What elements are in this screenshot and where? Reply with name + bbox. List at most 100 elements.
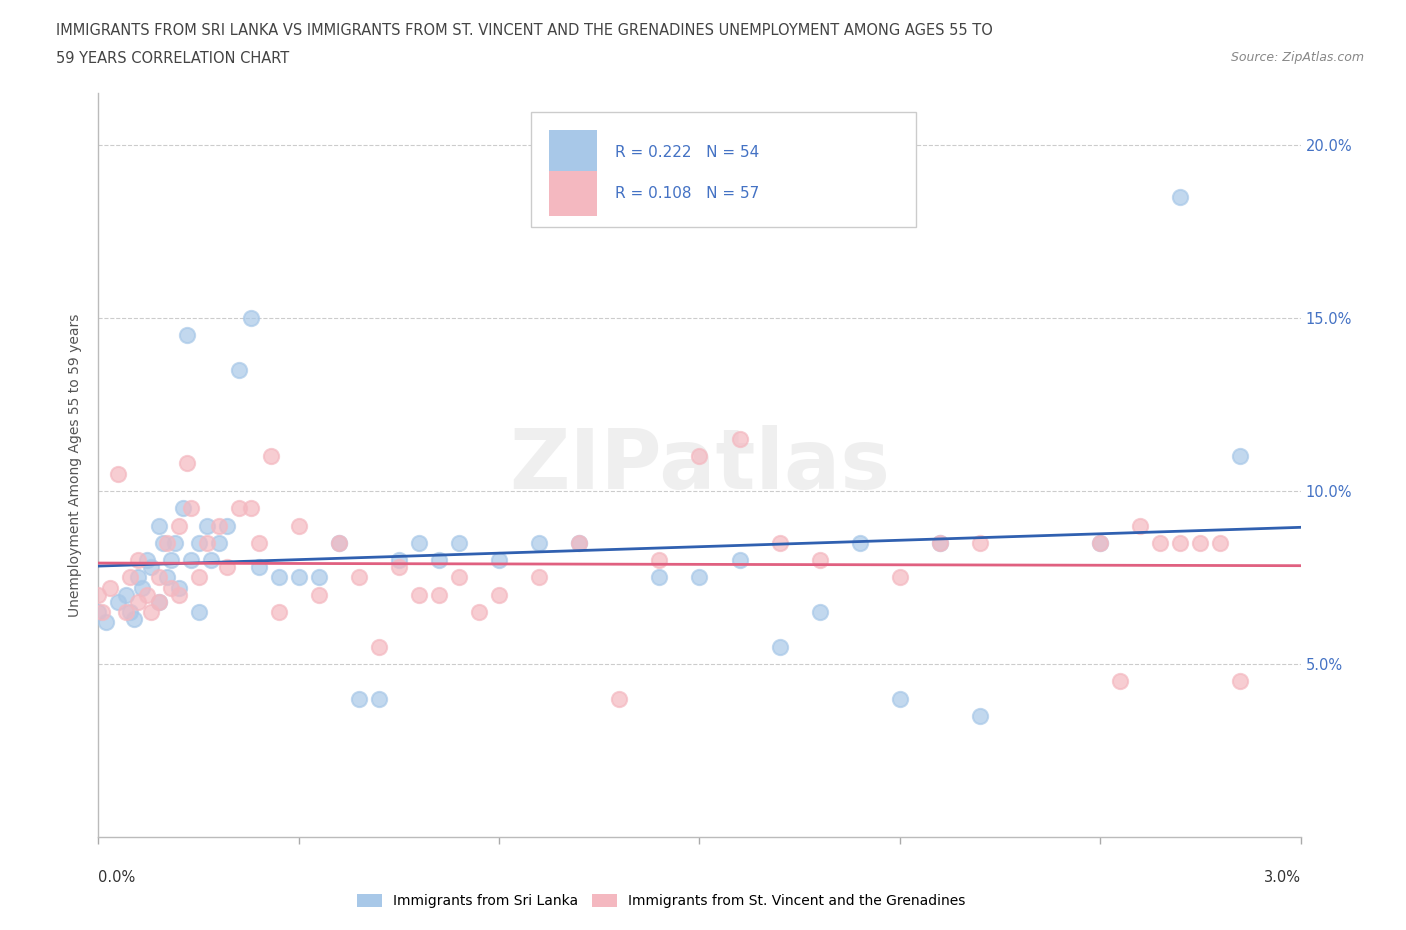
Text: 0.0%: 0.0% xyxy=(98,870,135,885)
Point xyxy=(195,536,218,551)
Point xyxy=(187,604,209,619)
Point xyxy=(388,560,411,575)
Point xyxy=(1088,536,1111,551)
Point xyxy=(139,604,162,619)
Point xyxy=(167,518,190,533)
Point xyxy=(107,466,129,481)
Point xyxy=(1088,536,1111,551)
Point xyxy=(267,570,290,585)
Point xyxy=(187,536,209,551)
Point xyxy=(195,518,218,533)
Point xyxy=(107,594,129,609)
Point xyxy=(607,691,630,706)
Point xyxy=(124,612,146,627)
Point xyxy=(889,691,911,706)
Point xyxy=(176,456,198,471)
Point xyxy=(408,536,430,551)
Point xyxy=(228,363,250,378)
Point xyxy=(447,570,470,585)
Point xyxy=(688,570,710,585)
Text: ZIPatlas: ZIPatlas xyxy=(509,424,890,506)
Point xyxy=(148,594,170,609)
Point xyxy=(347,570,370,585)
Point xyxy=(128,594,150,609)
Point xyxy=(215,518,238,533)
Text: IMMIGRANTS FROM SRI LANKA VS IMMIGRANTS FROM ST. VINCENT AND THE GRENADINES UNEM: IMMIGRANTS FROM SRI LANKA VS IMMIGRANTS … xyxy=(56,23,993,38)
Point xyxy=(928,536,950,551)
Point xyxy=(115,588,138,603)
Point xyxy=(215,560,238,575)
Point xyxy=(148,518,170,533)
Point xyxy=(388,552,411,567)
Point xyxy=(648,570,671,585)
Point xyxy=(155,536,177,551)
Point xyxy=(159,552,181,567)
Point xyxy=(928,536,950,551)
Y-axis label: Unemployment Among Ages 55 to 59 years: Unemployment Among Ages 55 to 59 years xyxy=(69,313,83,617)
Point xyxy=(728,432,751,446)
Point xyxy=(308,570,330,585)
Point xyxy=(228,501,250,516)
Point xyxy=(148,594,170,609)
Point xyxy=(568,536,591,551)
Point xyxy=(1209,536,1232,551)
Point xyxy=(468,604,491,619)
Point xyxy=(96,615,118,630)
Point xyxy=(135,552,157,567)
Point xyxy=(139,560,162,575)
Point xyxy=(1229,674,1251,689)
Point xyxy=(728,552,751,567)
Point xyxy=(176,327,198,342)
Point xyxy=(308,588,330,603)
Point xyxy=(347,691,370,706)
Point xyxy=(267,604,290,619)
Point xyxy=(848,536,870,551)
Point xyxy=(152,536,174,551)
Bar xyxy=(550,171,598,216)
Point xyxy=(208,536,231,551)
Point xyxy=(969,536,991,551)
Point xyxy=(408,588,430,603)
Point xyxy=(155,570,177,585)
Point xyxy=(427,588,450,603)
Point xyxy=(529,536,551,551)
Text: R = 0.222   N = 54: R = 0.222 N = 54 xyxy=(616,145,759,160)
Point xyxy=(159,580,181,595)
Text: R = 0.108   N = 57: R = 0.108 N = 57 xyxy=(616,186,759,201)
Point xyxy=(328,536,350,551)
Point xyxy=(135,588,157,603)
Point xyxy=(87,588,110,603)
Point xyxy=(128,552,150,567)
Point xyxy=(1189,536,1212,551)
Point xyxy=(167,580,190,595)
Point xyxy=(529,570,551,585)
Text: Source: ZipAtlas.com: Source: ZipAtlas.com xyxy=(1230,51,1364,64)
Text: 59 YEARS CORRELATION CHART: 59 YEARS CORRELATION CHART xyxy=(56,51,290,66)
Point xyxy=(200,552,222,567)
Point xyxy=(328,536,350,551)
Point xyxy=(768,536,790,551)
Point xyxy=(167,588,190,603)
Point xyxy=(1170,536,1192,551)
Point xyxy=(131,580,153,595)
Point xyxy=(488,588,510,603)
Legend: Immigrants from Sri Lanka, Immigrants from St. Vincent and the Grenadines: Immigrants from Sri Lanka, Immigrants fr… xyxy=(352,889,970,914)
Point xyxy=(1229,449,1251,464)
Point xyxy=(808,604,831,619)
Point xyxy=(247,536,270,551)
Point xyxy=(768,639,790,654)
Point xyxy=(87,604,110,619)
Point xyxy=(115,604,138,619)
Point xyxy=(239,311,262,325)
Point xyxy=(180,552,202,567)
Point xyxy=(427,552,450,567)
Point xyxy=(163,536,186,551)
Point xyxy=(208,518,231,533)
Point xyxy=(969,709,991,724)
Point xyxy=(568,536,591,551)
Point xyxy=(447,536,470,551)
Point xyxy=(120,570,142,585)
Text: 3.0%: 3.0% xyxy=(1264,870,1301,885)
Point xyxy=(91,604,114,619)
Point xyxy=(247,560,270,575)
